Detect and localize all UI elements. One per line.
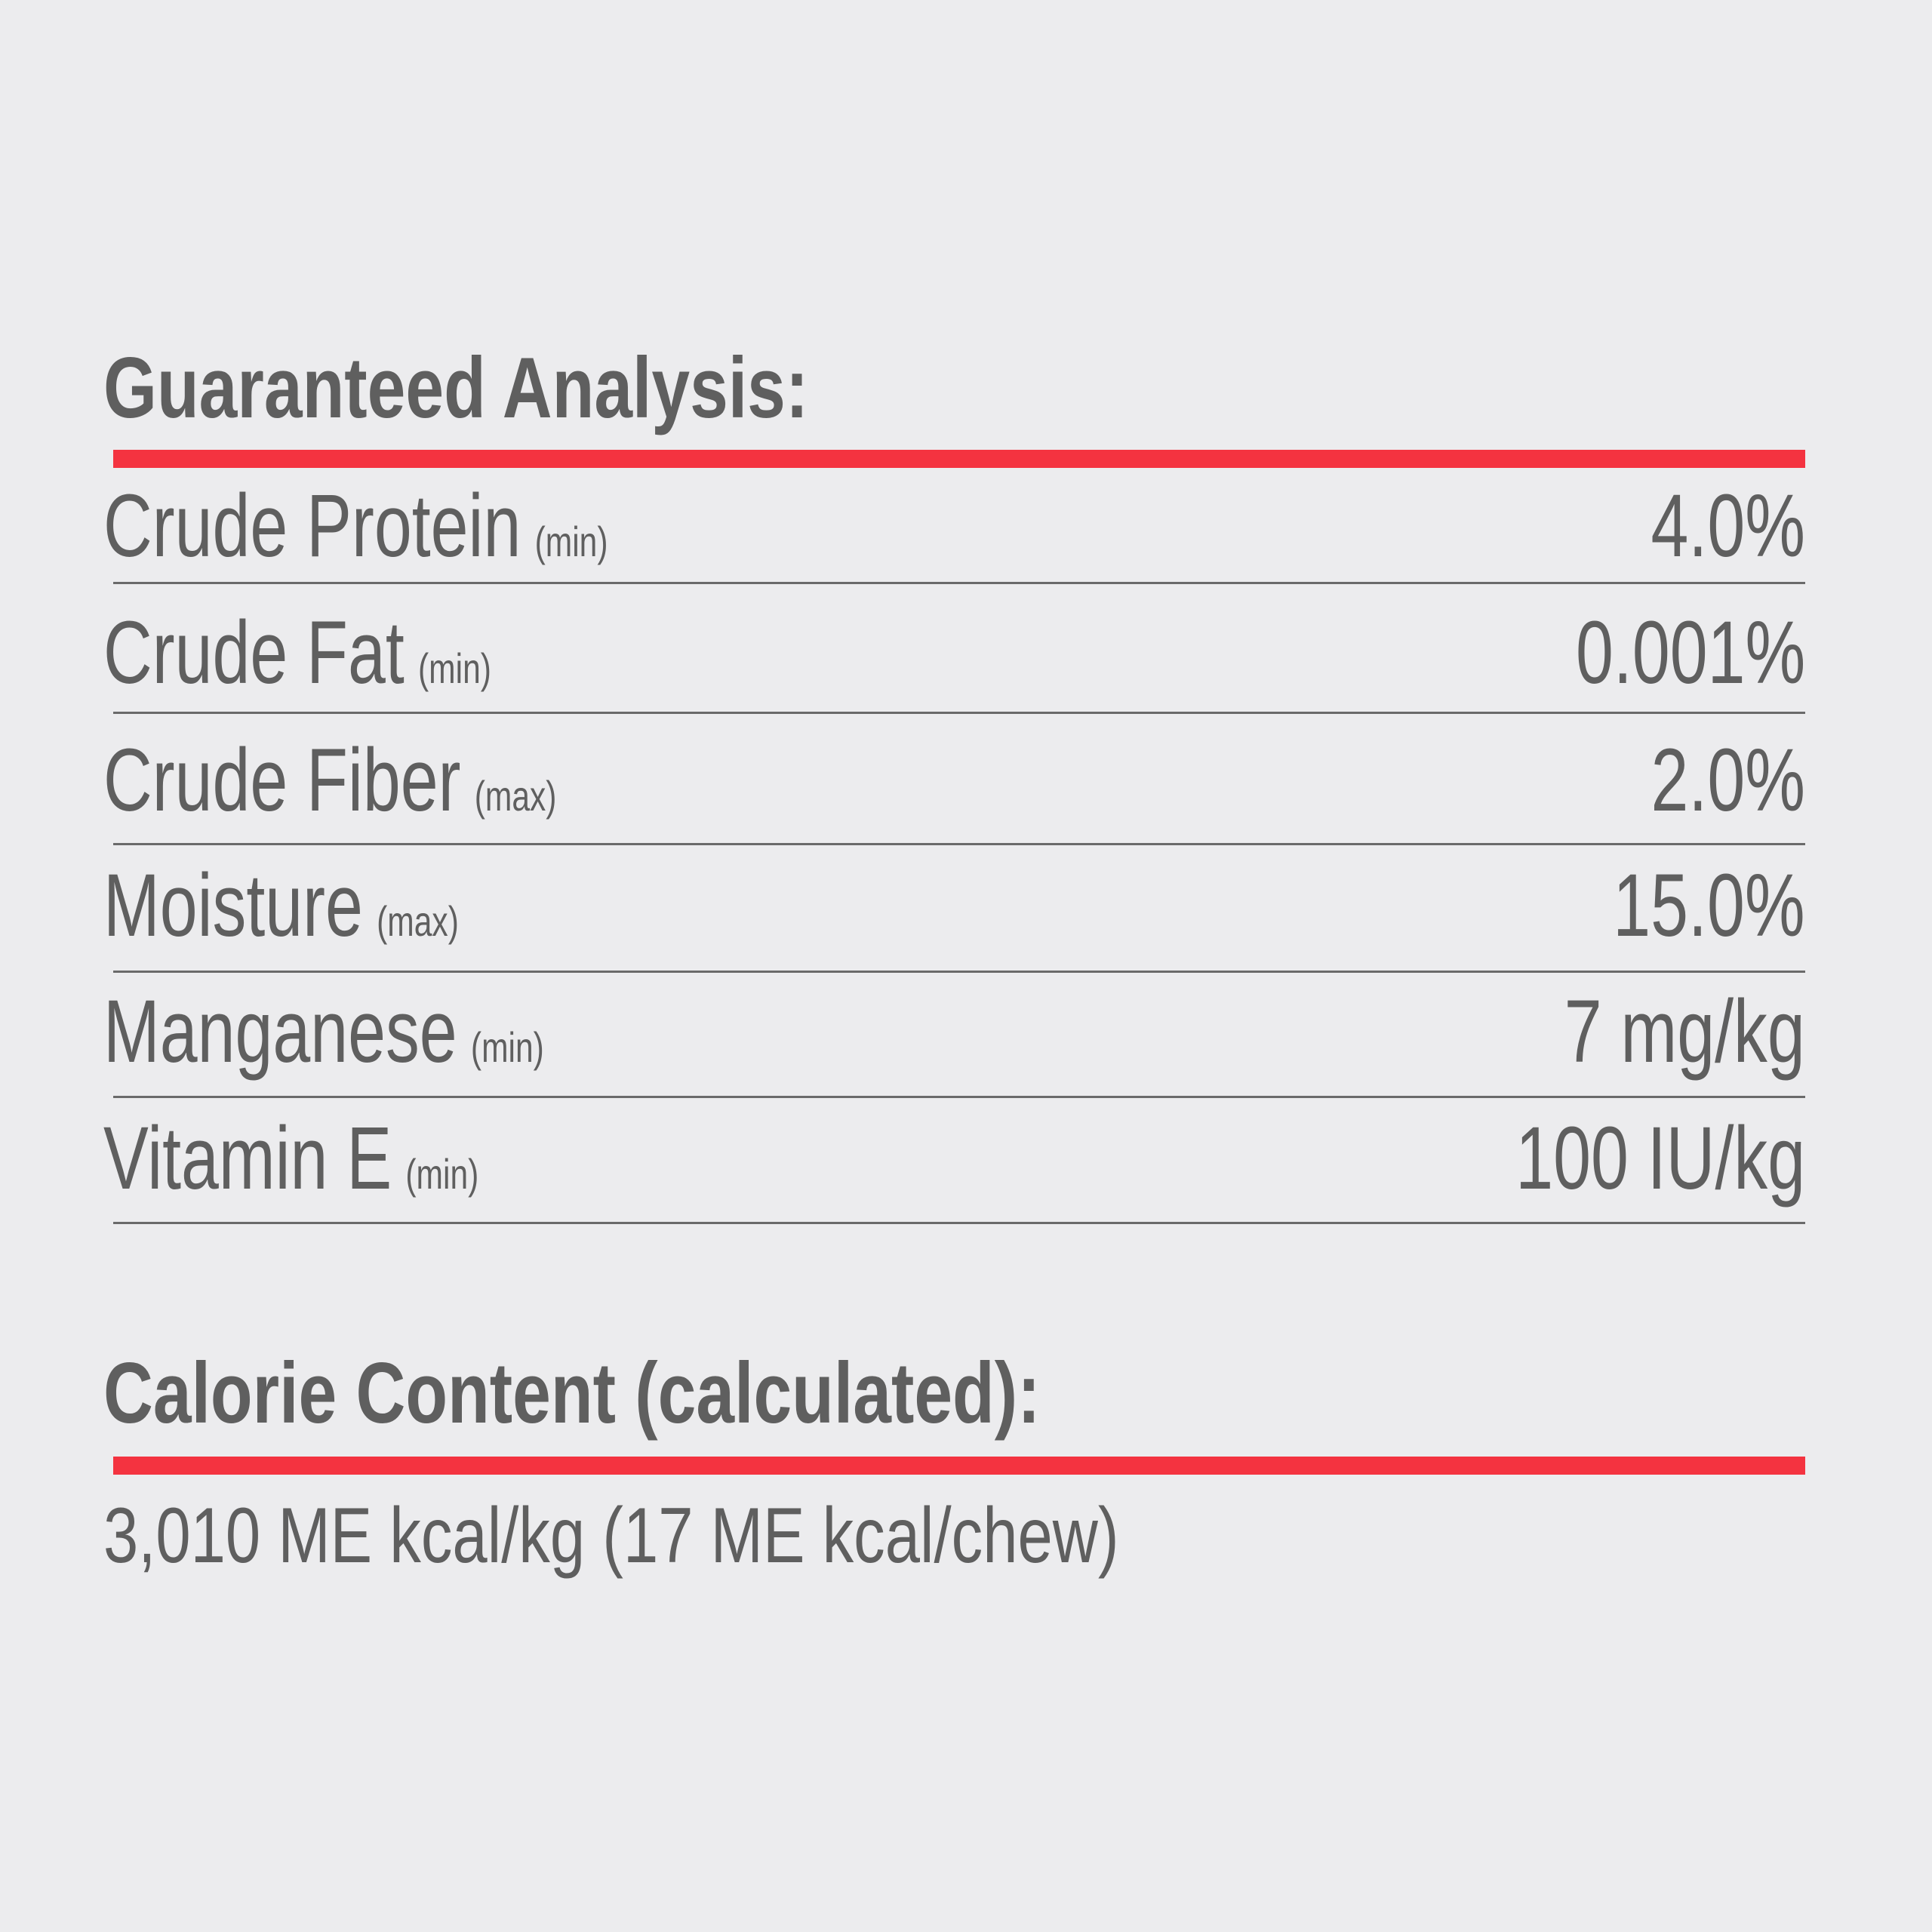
guaranteed-analysis-title: Guaranteed Analysis: <box>103 340 809 436</box>
row-value: 100 IU/kg <box>1515 1109 1805 1208</box>
row-divider <box>113 971 1805 973</box>
row-label: Crude Fat (min) <box>103 603 491 703</box>
row-value: 0.001% <box>1575 603 1805 703</box>
row-label: Vitamin E (min) <box>103 1109 479 1208</box>
table-row: Moisture (max) 15.0% <box>103 861 1805 950</box>
table-row: Crude Fiber (max) 2.0% <box>103 736 1805 825</box>
row-value: 7 mg/kg <box>1564 982 1805 1081</box>
guaranteed-analysis-accent-bar <box>113 450 1805 468</box>
row-divider <box>113 843 1805 845</box>
row-qualifier: (max) <box>474 772 557 820</box>
row-qualifier: (min) <box>470 1023 544 1071</box>
row-label: Moisture (max) <box>103 856 459 955</box>
calorie-content-title: Calorie Content (calculated): <box>103 1346 1041 1441</box>
table-row: Crude Fat (min) 0.001% <box>103 608 1805 697</box>
row-qualifier: (min) <box>417 645 491 692</box>
table-row: Crude Protein (min) 4.0% <box>103 481 1805 571</box>
row-value: 2.0% <box>1651 731 1805 830</box>
row-label: Crude Protein (min) <box>103 476 608 576</box>
row-divider <box>113 582 1805 584</box>
calorie-content-value: 3,010 ME kcal/kg (17 ME kcal/chew) <box>103 1492 1119 1580</box>
row-divider <box>113 1222 1805 1224</box>
row-qualifier: (min) <box>534 518 608 565</box>
row-value: 15.0% <box>1613 856 1805 955</box>
row-qualifier: (max) <box>377 897 459 945</box>
row-divider <box>113 1096 1805 1098</box>
row-label: Crude Fiber (max) <box>103 731 557 830</box>
calorie-content-accent-bar <box>113 1457 1805 1475</box>
table-row: Manganese (min) 7 mg/kg <box>103 987 1805 1076</box>
row-value: 4.0% <box>1651 476 1805 576</box>
row-divider <box>113 712 1805 714</box>
row-qualifier: (min) <box>405 1150 479 1198</box>
table-row: Vitamin E (min) 100 IU/kg <box>103 1114 1805 1203</box>
row-label: Manganese (min) <box>103 982 544 1081</box>
